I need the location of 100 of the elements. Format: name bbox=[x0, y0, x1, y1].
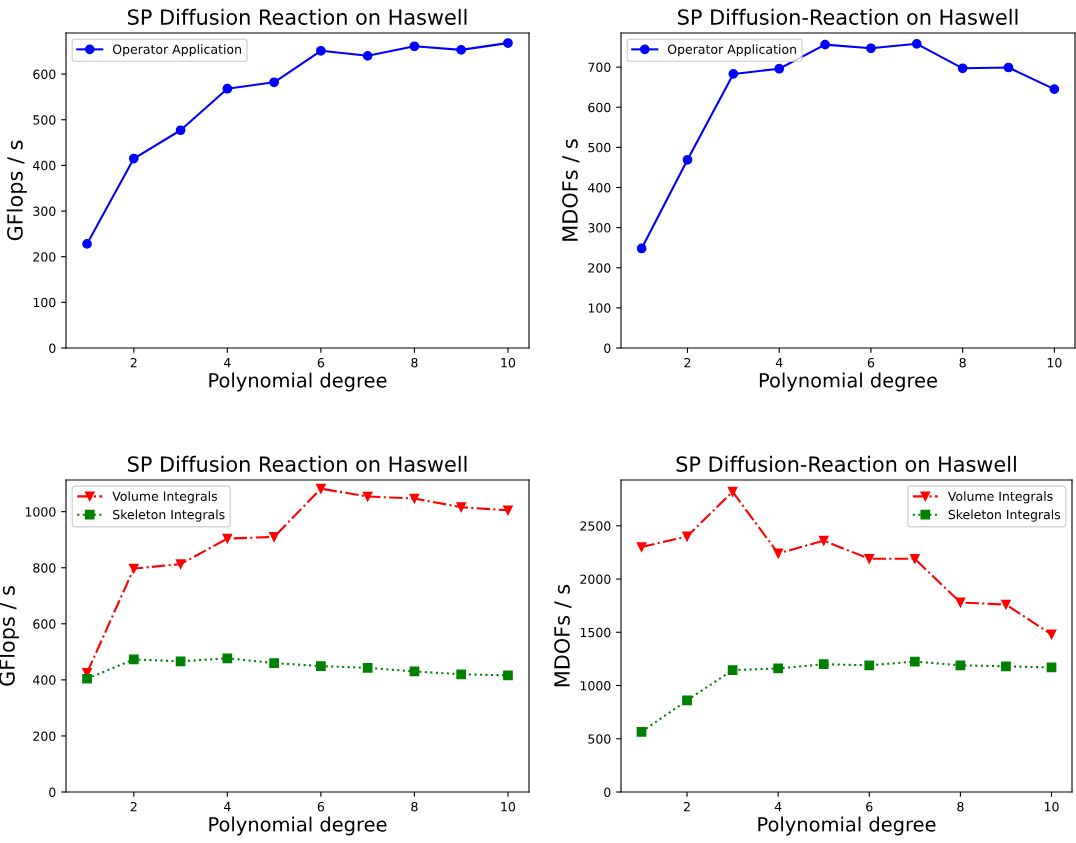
y-tick-label: 600 bbox=[33, 619, 56, 629]
point bbox=[818, 659, 829, 670]
y-tick-label: 200 bbox=[33, 731, 56, 741]
y-tick-label: 200 bbox=[33, 252, 56, 262]
legend-label: Operator Application bbox=[112, 44, 241, 57]
chart-title: SP Diffusion Reaction on Haswell bbox=[128, 455, 467, 472]
y-tick-label: 800 bbox=[33, 563, 56, 573]
y-tick-label: 400 bbox=[33, 160, 56, 171]
y-tick-label: 0 bbox=[49, 787, 56, 797]
y-tick-label: 600 bbox=[33, 69, 56, 80]
point bbox=[1001, 599, 1011, 610]
y-tick-label: 100 bbox=[588, 303, 611, 313]
x-tick-label: 10 bbox=[501, 357, 516, 368]
point bbox=[682, 695, 692, 706]
point bbox=[456, 45, 467, 55]
point bbox=[866, 43, 876, 54]
chart-title: SP Diffusion Reaction on Haswell bbox=[128, 8, 467, 25]
point bbox=[727, 665, 738, 675]
point bbox=[269, 658, 279, 668]
y-tick-label: 0 bbox=[604, 343, 611, 353]
point bbox=[456, 669, 467, 680]
point bbox=[864, 553, 875, 564]
point bbox=[682, 531, 692, 542]
x-axis-title: Polynomial degree bbox=[209, 816, 387, 836]
point bbox=[1049, 84, 1060, 95]
y-tick-label: 200 bbox=[588, 263, 611, 273]
point bbox=[82, 673, 92, 684]
y-tick-label: 500 bbox=[33, 115, 56, 125]
y-tick-label: 300 bbox=[33, 206, 56, 216]
point bbox=[773, 663, 784, 674]
point bbox=[636, 542, 647, 552]
point bbox=[1001, 661, 1011, 672]
point bbox=[503, 505, 513, 516]
y-axis-title: MDOFs / s bbox=[554, 584, 572, 687]
point bbox=[269, 77, 279, 88]
point bbox=[503, 38, 513, 48]
point bbox=[820, 39, 830, 50]
x-tick-label: 8 bbox=[959, 357, 966, 368]
point bbox=[316, 45, 326, 56]
point bbox=[911, 38, 922, 49]
x-tick-label: 6 bbox=[317, 357, 325, 368]
point bbox=[175, 125, 186, 136]
x-tick-label: 8 bbox=[411, 801, 418, 812]
point bbox=[175, 559, 186, 569]
y-tick-label: 1000 bbox=[580, 680, 611, 691]
point bbox=[774, 63, 785, 74]
x-tick-label: 4 bbox=[774, 802, 782, 812]
y-tick-label: 600 bbox=[588, 102, 611, 113]
y-tick-label: 0 bbox=[604, 787, 611, 797]
x-tick-label: 6 bbox=[317, 801, 325, 812]
point bbox=[128, 654, 139, 665]
x-tick-label: 2 bbox=[684, 801, 690, 812]
point bbox=[409, 493, 420, 504]
point bbox=[222, 83, 233, 94]
y-tick-label: 1500 bbox=[580, 627, 611, 638]
point bbox=[222, 533, 233, 544]
y-tick-label: 400 bbox=[588, 182, 611, 193]
point bbox=[1003, 62, 1014, 73]
x-tick-label: 2 bbox=[130, 357, 137, 368]
point bbox=[909, 553, 920, 564]
point bbox=[82, 239, 92, 249]
y-tick-label: 500 bbox=[588, 734, 611, 744]
point bbox=[818, 535, 829, 546]
legend-label: Skeleton Integrals bbox=[113, 509, 225, 522]
chart-title: SP Diffusion-Reaction on Haswell bbox=[678, 8, 1018, 25]
x-axis-title: Polynomial degree bbox=[209, 372, 387, 392]
point bbox=[362, 50, 373, 61]
point bbox=[682, 154, 693, 165]
point bbox=[503, 670, 513, 681]
point bbox=[316, 483, 326, 494]
point bbox=[773, 548, 784, 559]
point bbox=[909, 656, 920, 667]
point bbox=[864, 660, 875, 671]
y-tick-label: 300 bbox=[588, 223, 611, 233]
y-tick-label: 700 bbox=[588, 62, 611, 73]
point bbox=[727, 486, 738, 497]
point bbox=[1046, 629, 1057, 640]
y-axis-title: GFlops / s bbox=[6, 140, 27, 241]
x-tick-label: 2 bbox=[130, 801, 137, 812]
point bbox=[362, 491, 373, 502]
point bbox=[955, 597, 966, 608]
chart-title: SP Diffusion-Reaction on Haswell bbox=[676, 455, 1016, 472]
point bbox=[269, 532, 279, 542]
x-axis-title: Polynomial degree bbox=[759, 372, 937, 392]
point bbox=[316, 661, 326, 671]
point bbox=[636, 243, 647, 254]
x-tick-label: 4 bbox=[223, 358, 231, 368]
x-tick-label: 10 bbox=[1047, 357, 1062, 368]
point bbox=[456, 502, 467, 513]
y-tick-label: 500 bbox=[588, 142, 611, 153]
y-tick-label: 2000 bbox=[580, 574, 611, 584]
x-tick-label: 6 bbox=[866, 801, 873, 812]
point bbox=[128, 153, 139, 164]
x-tick-label: 8 bbox=[411, 357, 418, 368]
x-tick-label: 8 bbox=[957, 801, 964, 812]
point bbox=[957, 63, 968, 74]
point bbox=[409, 41, 420, 52]
y-tick-label: 100 bbox=[33, 297, 56, 308]
x-tick-label: 10 bbox=[501, 801, 516, 812]
point bbox=[128, 563, 139, 574]
